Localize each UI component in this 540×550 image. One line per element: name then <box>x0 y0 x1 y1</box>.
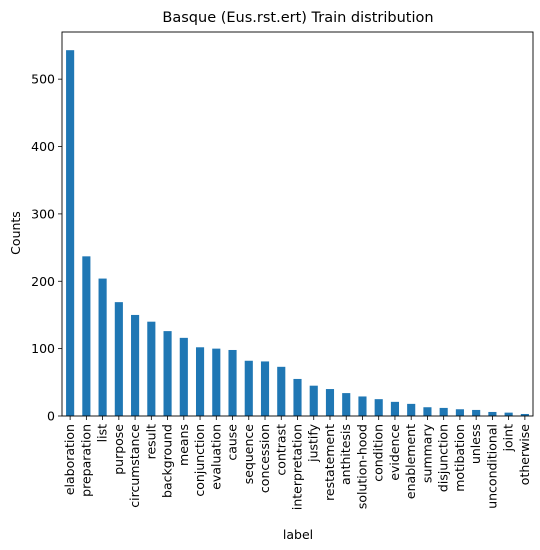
x-tick-label: evidence <box>387 424 402 481</box>
x-tick-label: motibation <box>452 424 467 492</box>
x-tick-label: justify <box>306 423 321 462</box>
bar-evaluation <box>212 348 221 416</box>
bar-justify <box>309 385 318 416</box>
x-tick-label: elaboration <box>62 424 77 495</box>
bar-interpretation <box>293 378 302 416</box>
bar-purpose <box>114 302 123 416</box>
x-tick-label: circumstance <box>127 424 142 508</box>
x-tick-label: purpose <box>111 424 126 475</box>
x-tick-label: restatement <box>322 424 337 501</box>
bar-solution-hood <box>358 396 367 416</box>
x-tick-label: disjunction <box>436 424 451 492</box>
x-tick-label: cause <box>225 424 240 461</box>
x-tick-label: means <box>176 424 191 466</box>
bar-restatement <box>325 389 335 416</box>
bar-concession <box>260 361 270 416</box>
plot-frame <box>61 31 534 417</box>
bar-preparation <box>82 256 91 416</box>
chart-title: Basque (Eus.rst.ert) Train distribution <box>162 10 433 26</box>
y-tick-label: 200 <box>31 274 55 289</box>
x-tick-label: concession <box>257 424 272 493</box>
y-axis: 0 100 200 300 400 500 <box>31 72 62 424</box>
bar-result <box>147 321 156 416</box>
y-tick-label: 300 <box>31 206 55 221</box>
bar-conjunction <box>195 347 205 416</box>
bar-enablement <box>407 403 416 416</box>
bar-summary <box>423 407 432 416</box>
bar-otherwise <box>520 413 529 416</box>
x-tick-label: background <box>160 424 175 498</box>
x-tick-label: otherwise <box>517 424 532 486</box>
bar-sequence <box>244 360 253 416</box>
bar-circumstance <box>131 314 140 416</box>
bar-condition <box>374 399 383 416</box>
bar-elaboration <box>66 50 75 416</box>
x-tick-label: unconditional <box>484 424 499 509</box>
bar-background <box>163 331 172 416</box>
x-tick-label: anthitesis <box>338 424 353 485</box>
x-axis-label: label <box>283 527 313 542</box>
x-axis: elaboration preparation list purpose circums… <box>62 416 532 510</box>
x-tick-label: preparation <box>78 424 93 497</box>
x-tick-label: solution-hood <box>354 424 369 509</box>
bar-means <box>179 337 188 416</box>
x-tick-label: enablement <box>403 424 418 499</box>
bar-motibation <box>455 409 464 416</box>
y-tick-label: 0 <box>47 409 55 424</box>
x-tick-label: sequence <box>241 424 256 485</box>
x-tick-label: result <box>143 424 158 459</box>
bar-disjunction <box>439 407 448 416</box>
bar-cause <box>228 349 237 416</box>
bars-group <box>66 50 529 416</box>
x-tick-label: evaluation <box>208 424 223 490</box>
y-tick-label: 400 <box>31 139 55 154</box>
bar-evidence <box>390 401 400 416</box>
y-axis-label: Counts <box>8 211 23 255</box>
x-tick-label: interpretation <box>290 424 305 510</box>
bar-unless <box>472 409 481 416</box>
x-tick-label: contrast <box>273 424 288 476</box>
bar-contrast <box>277 366 286 416</box>
x-tick-label: summary <box>419 423 434 483</box>
y-tick-label: 500 <box>31 72 55 87</box>
x-tick-label: condition <box>371 424 386 482</box>
bar-joint <box>504 412 513 416</box>
x-tick-label: conjunction <box>192 424 207 497</box>
bar-list <box>98 278 107 416</box>
x-tick-label: joint <box>501 424 516 453</box>
bar-unconditional <box>488 411 497 416</box>
x-tick-label: unless <box>468 424 483 464</box>
y-tick-label: 100 <box>31 341 55 356</box>
x-tick-label: list <box>95 424 110 442</box>
bar-anthitesis <box>342 393 351 416</box>
